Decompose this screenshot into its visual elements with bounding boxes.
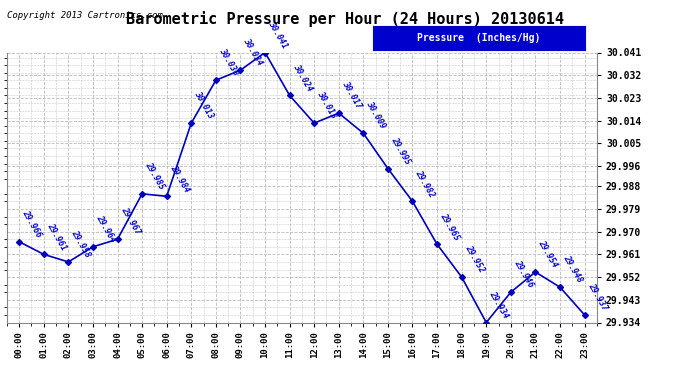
Text: 30.013: 30.013 (193, 90, 215, 120)
Text: 30.017: 30.017 (340, 80, 363, 110)
Text: 29.937: 29.937 (586, 282, 609, 312)
Text: 29.958: 29.958 (70, 229, 92, 259)
Text: 29.954: 29.954 (537, 239, 560, 269)
Text: 29.982: 29.982 (414, 168, 437, 199)
Text: 29.965: 29.965 (438, 211, 461, 242)
Text: 30.024: 30.024 (291, 62, 314, 93)
Text: 29.995: 29.995 (389, 135, 412, 166)
Text: 29.985: 29.985 (144, 160, 166, 191)
Text: 30.009: 30.009 (365, 100, 388, 130)
Text: 29.952: 29.952 (463, 244, 486, 274)
Text: 29.934: 29.934 (488, 289, 511, 320)
Text: 29.948: 29.948 (562, 254, 584, 284)
Text: 29.964: 29.964 (95, 213, 117, 244)
Text: 30.013: 30.013 (315, 90, 338, 120)
Text: 29.946: 29.946 (512, 259, 535, 290)
Text: 30.030: 30.030 (217, 47, 240, 78)
Text: 30.034: 30.034 (241, 37, 264, 68)
Text: 29.967: 29.967 (119, 206, 141, 237)
Text: 30.041: 30.041 (266, 19, 289, 50)
Text: Barometric Pressure per Hour (24 Hours) 20130614: Barometric Pressure per Hour (24 Hours) … (126, 11, 564, 27)
Text: 29.984: 29.984 (168, 163, 191, 194)
Text: Copyright 2013 Cartronics.com: Copyright 2013 Cartronics.com (7, 11, 163, 20)
Text: 29.966: 29.966 (21, 209, 43, 239)
Text: 29.961: 29.961 (45, 221, 68, 252)
